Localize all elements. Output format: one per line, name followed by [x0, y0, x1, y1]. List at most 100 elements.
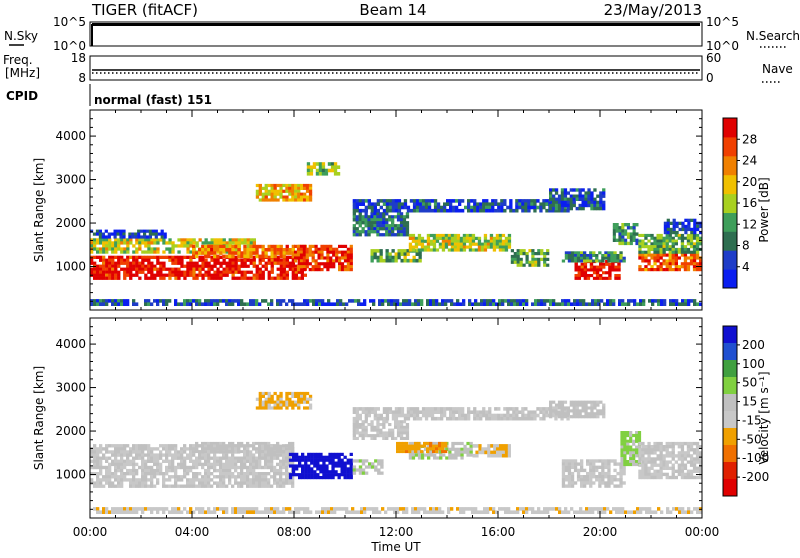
- velocity-cell: [638, 454, 641, 457]
- power-cell: [243, 248, 246, 252]
- velocity-cell: [150, 475, 153, 478]
- velocity-cell: [412, 456, 415, 459]
- power-cell: [265, 193, 268, 196]
- power-cell: [681, 299, 684, 303]
- power-cell: [316, 169, 319, 173]
- power-cell: [192, 271, 195, 274]
- velocity-cell: [444, 442, 447, 445]
- velocity-cell: [576, 412, 579, 415]
- velocity-cell: [207, 457, 210, 460]
- velocity-cell: [156, 507, 159, 511]
- power-cell: [261, 299, 264, 303]
- velocity-cell: [177, 463, 180, 466]
- velocity-cell: [273, 472, 276, 475]
- power-cell: [108, 238, 111, 241]
- power-cell: [274, 187, 277, 190]
- power-cell: [415, 246, 418, 249]
- power-cell: [198, 256, 201, 259]
- power-cell: [147, 256, 150, 259]
- velocity-cell: [373, 437, 376, 440]
- velocity-cell: [542, 417, 545, 421]
- power-cell: [520, 258, 523, 261]
- power-cell: [610, 257, 613, 260]
- power-cell: [693, 222, 696, 225]
- velocity-cell: [216, 469, 219, 472]
- velocity-cell: [99, 510, 102, 514]
- power-cell: [353, 224, 356, 227]
- velocity-cell: [635, 431, 638, 434]
- power-cell: [177, 277, 180, 280]
- power-cell: [231, 248, 234, 252]
- power-cell: [460, 248, 463, 251]
- velocity-cell: [210, 466, 213, 469]
- velocity-cell: [108, 463, 111, 466]
- velocity-cell: [261, 478, 264, 481]
- power-cell: [669, 256, 672, 259]
- power-cell: [365, 206, 368, 210]
- power-cell: [570, 204, 573, 207]
- power-cell: [309, 299, 312, 303]
- power-cell: [262, 245, 265, 249]
- velocity-cell: [460, 451, 463, 454]
- velocity-cell: [413, 410, 416, 414]
- velocity-cell: [341, 459, 344, 462]
- power-cell: [294, 196, 297, 199]
- power-cell: [498, 299, 501, 303]
- power-cell: [555, 198, 558, 201]
- power-cell: [111, 241, 114, 244]
- power-cell: [382, 212, 385, 215]
- power-cell: [347, 251, 350, 254]
- power-cell: [627, 236, 630, 239]
- power-cell: [436, 237, 439, 240]
- velocity-cell: [663, 454, 666, 457]
- power-cell: [618, 236, 621, 239]
- velocity-cell: [576, 401, 579, 404]
- velocity-cell: [264, 447, 267, 450]
- power-cell: [602, 263, 605, 266]
- power-cell: [635, 232, 638, 235]
- velocity-cell: [240, 460, 243, 463]
- power-cell: [608, 266, 611, 269]
- velocity-cell: [562, 466, 565, 469]
- power-cell: [505, 237, 508, 240]
- power-cell: [195, 277, 198, 280]
- velocity-cell: [231, 447, 234, 450]
- velocity-cell: [681, 470, 684, 473]
- velocity-cell: [440, 407, 443, 411]
- power-cell: [380, 256, 383, 260]
- power-cell: [431, 199, 434, 203]
- power-cell: [306, 302, 309, 306]
- power-cell: [630, 232, 633, 235]
- velocity-cell: [696, 460, 699, 463]
- velocity-cell: [96, 478, 99, 481]
- power-cell: [262, 271, 265, 274]
- power-cell: [489, 302, 492, 306]
- velocity-cell: [386, 414, 389, 418]
- velocity-cell: [362, 437, 365, 440]
- power-cell: [494, 209, 497, 213]
- power-cell: [303, 196, 306, 199]
- velocity-cell: [264, 475, 267, 478]
- velocity-cell: [434, 407, 437, 411]
- velocity-cell: [485, 410, 488, 414]
- velocity-cell: [370, 426, 373, 429]
- velocity-cell: [276, 472, 279, 475]
- power-cell: [195, 265, 198, 268]
- velocity-cell: [619, 481, 622, 484]
- velocity-cell: [392, 417, 395, 421]
- power-cell: [325, 172, 328, 176]
- velocity-cell: [647, 445, 650, 448]
- power-cell: [573, 198, 576, 201]
- velocity-cell: [669, 460, 672, 463]
- power-cell: [496, 237, 499, 240]
- velocity-cell: [428, 410, 431, 414]
- velocity-cell: [584, 409, 587, 412]
- power-cell: [288, 193, 291, 196]
- velocity-cell: [635, 454, 638, 457]
- velocity-cell: [418, 456, 421, 459]
- power-cell: [174, 244, 177, 247]
- velocity-cell: [385, 434, 388, 437]
- power-cell: [141, 268, 144, 271]
- velocity-cell: [467, 410, 470, 414]
- power-cell: [253, 265, 256, 268]
